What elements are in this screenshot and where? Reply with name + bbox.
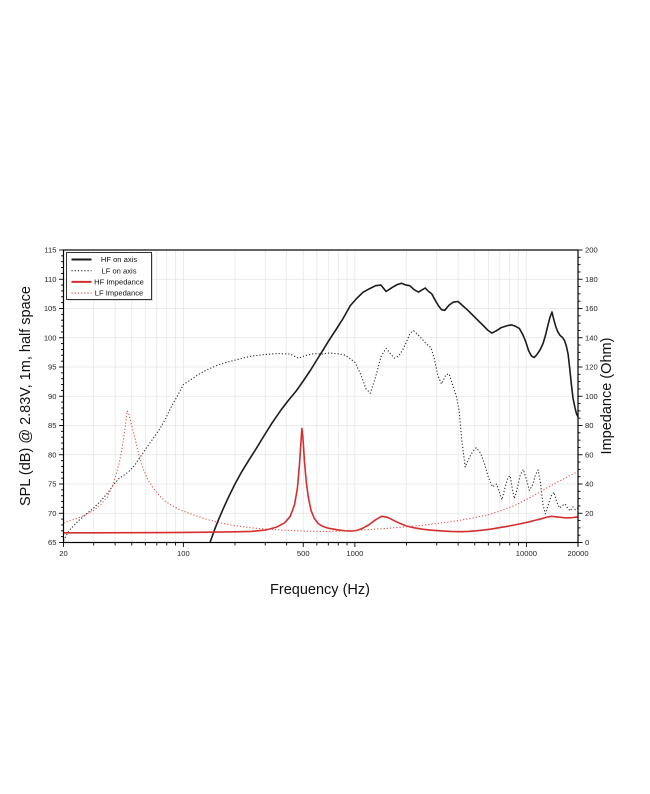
y-left-tick-label: 85 — [48, 421, 56, 430]
y-left-tick-label: 80 — [48, 450, 56, 459]
y-left-tick-label: 70 — [48, 509, 56, 518]
y-axis-title-left: SPL (dB) @ 2.83V, 1m, half space — [18, 286, 34, 506]
legend-label-lf-impedance: LF Impedance — [95, 289, 144, 298]
y-right-tick-label: 40 — [585, 480, 593, 489]
y-right-tick-label: 0 — [585, 538, 589, 547]
x-axis-title: Frequency (Hz) — [270, 582, 370, 598]
y-left-tick-label: 110 — [44, 275, 56, 284]
x-tick-label: 1000 — [346, 549, 363, 558]
y-right-tick-label: 140 — [585, 333, 598, 342]
y-right-tick-label: 80 — [585, 421, 593, 430]
gridlines — [63, 250, 578, 543]
legend-label-hf-impedance: HF Impedance — [94, 278, 144, 287]
y-axis-title-right: Impedance (Ohm) — [599, 338, 615, 455]
x-tick-label: 20000 — [567, 549, 588, 558]
legend-label-lf-on-axis: LF on axis — [101, 266, 136, 275]
y-left-tick-label: 75 — [48, 480, 56, 489]
y-right-tick-label: 160 — [585, 304, 598, 313]
legend: HF on axis LF on axis HF Impedance LF Imped… — [66, 252, 153, 301]
x-tick-label: 500 — [297, 549, 310, 558]
curve-hf-impedance — [63, 427, 579, 534]
curve-lf-on-axis — [63, 330, 579, 541]
y-left-tick-label: 95 — [48, 363, 56, 372]
y-right-tick-label: 180 — [585, 275, 598, 284]
y-right-tick-label: 120 — [585, 363, 598, 372]
y-right-tick-label: 200 — [585, 246, 598, 255]
y-right-tick-label: 20 — [585, 509, 593, 518]
y-left-tick-label: 100 — [44, 333, 57, 342]
x-tick-label: 100 — [177, 549, 190, 558]
y-left-tick-label: 115 — [44, 246, 56, 255]
x-tick-label: 20 — [59, 549, 67, 558]
tick-labels: 20 100 500 1000 10000 20000115110105100959085… — [44, 246, 598, 558]
x-tick-label: 10000 — [516, 549, 537, 558]
y-left-tick-label: 105 — [44, 304, 57, 313]
y-right-tick-label: 100 — [585, 392, 598, 401]
curve-hf-on-axis — [209, 282, 579, 543]
curve-lf-impedance — [63, 410, 579, 532]
curves — [63, 282, 579, 543]
y-right-tick-label: 60 — [585, 450, 593, 459]
legend-label-hf-on-axis: HF on axis — [101, 255, 137, 264]
y-left-tick-label: 90 — [48, 392, 56, 401]
axis-ticks — [59, 249, 583, 547]
y-left-tick-label: 65 — [48, 538, 56, 547]
